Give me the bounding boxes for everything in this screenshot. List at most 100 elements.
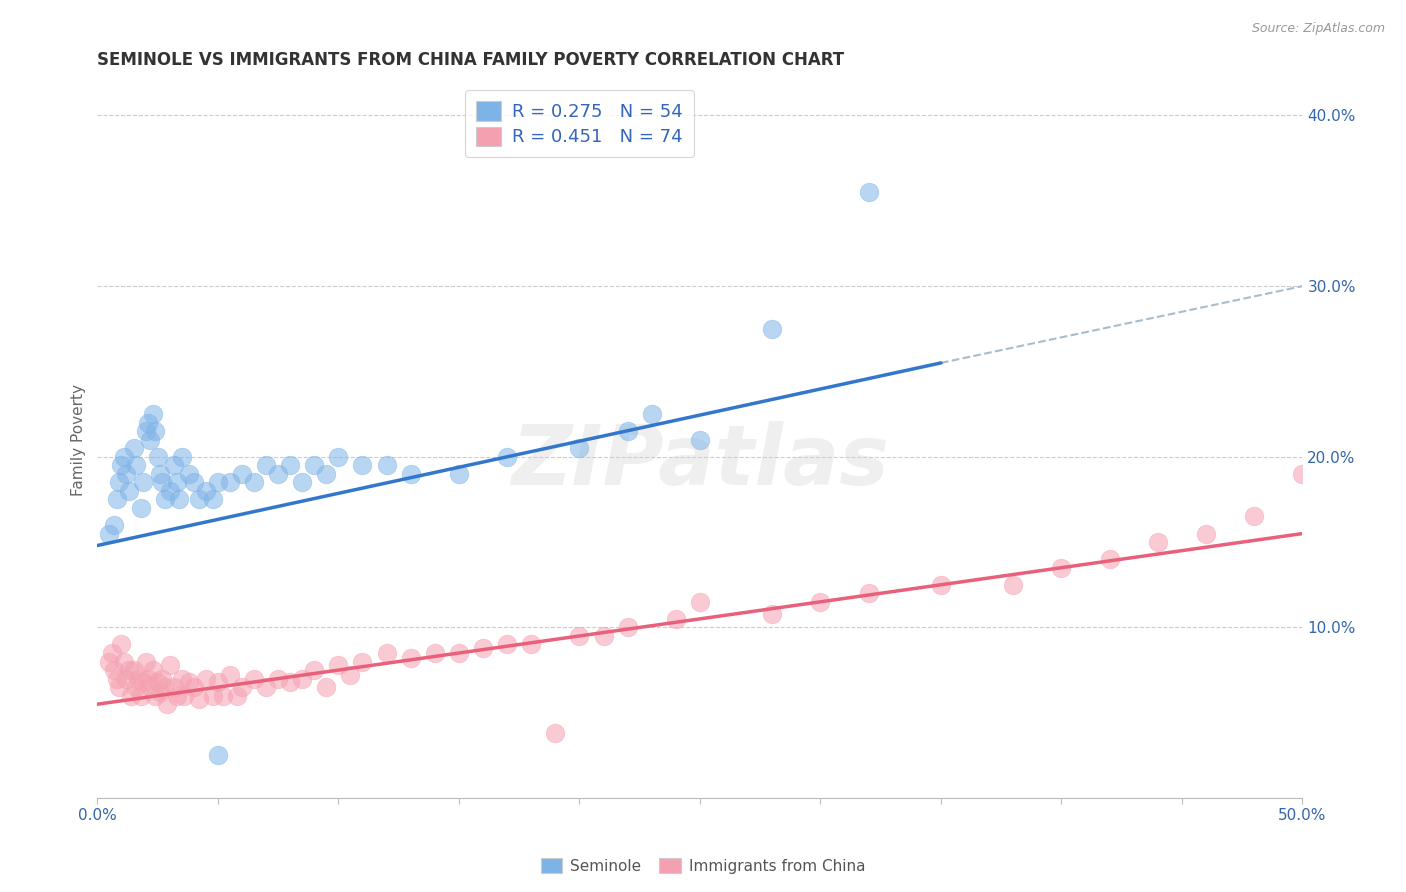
Point <box>142 407 165 421</box>
Point <box>110 638 132 652</box>
Point <box>278 458 301 473</box>
Point <box>423 646 446 660</box>
Text: Source: ZipAtlas.com: Source: ZipAtlas.com <box>1251 22 1385 36</box>
Point <box>226 689 249 703</box>
Point <box>472 640 495 655</box>
Point <box>139 433 162 447</box>
Point <box>352 655 374 669</box>
Point <box>1243 509 1265 524</box>
Point <box>110 458 132 473</box>
Point <box>125 458 148 473</box>
Point <box>315 467 337 481</box>
Point <box>120 689 142 703</box>
Point <box>520 638 543 652</box>
Point <box>183 680 205 694</box>
Point <box>118 663 141 677</box>
Point <box>202 689 225 703</box>
Point <box>152 672 174 686</box>
Point <box>127 672 149 686</box>
Point <box>115 672 138 686</box>
Point <box>858 186 880 200</box>
Point <box>207 748 229 763</box>
Point <box>156 697 179 711</box>
Point <box>616 424 638 438</box>
Point <box>689 595 711 609</box>
Point <box>592 629 614 643</box>
Point <box>254 458 277 473</box>
Point <box>163 458 186 473</box>
Point <box>761 322 783 336</box>
Point <box>291 475 314 490</box>
Text: ZIPatlas: ZIPatlas <box>510 421 889 501</box>
Point <box>399 651 422 665</box>
Point <box>267 467 290 481</box>
Point <box>231 680 253 694</box>
Point <box>375 458 398 473</box>
Point <box>375 646 398 660</box>
Point <box>103 663 125 677</box>
Point <box>115 467 138 481</box>
Point <box>219 475 242 490</box>
Point <box>243 475 266 490</box>
Point <box>1002 578 1025 592</box>
Point <box>166 689 188 703</box>
Point <box>101 646 124 660</box>
Point <box>219 668 242 682</box>
Point <box>328 450 350 464</box>
Point <box>163 680 186 694</box>
Point <box>129 500 152 515</box>
Point <box>132 475 155 490</box>
Point <box>304 458 326 473</box>
Point <box>146 450 169 464</box>
Legend: R = 0.275   N = 54, R = 0.451   N = 74: R = 0.275 N = 54, R = 0.451 N = 74 <box>465 90 693 157</box>
Point <box>170 672 193 686</box>
Point <box>135 424 157 438</box>
Point <box>125 680 148 694</box>
Point <box>616 620 638 634</box>
Point <box>211 689 233 703</box>
Point <box>315 680 337 694</box>
Point <box>665 612 688 626</box>
Point <box>132 675 155 690</box>
Point <box>231 467 253 481</box>
Point <box>183 475 205 490</box>
Point <box>761 607 783 621</box>
Point <box>278 675 301 690</box>
Point <box>149 467 172 481</box>
Point <box>143 689 166 703</box>
Point <box>98 526 121 541</box>
Point <box>202 492 225 507</box>
Point <box>112 655 135 669</box>
Point <box>1098 552 1121 566</box>
Point <box>267 672 290 686</box>
Point <box>339 668 361 682</box>
Point <box>1291 467 1313 481</box>
Point <box>153 680 176 694</box>
Point <box>810 595 832 609</box>
Point <box>496 450 519 464</box>
Point <box>291 672 314 686</box>
Point <box>112 450 135 464</box>
Point <box>1195 526 1218 541</box>
Point <box>98 655 121 669</box>
Point <box>146 675 169 690</box>
Point <box>108 475 131 490</box>
Point <box>166 475 188 490</box>
Point <box>122 663 145 677</box>
Point <box>1050 560 1073 574</box>
Point <box>496 638 519 652</box>
Point <box>689 433 711 447</box>
Point <box>641 407 664 421</box>
Point <box>136 672 159 686</box>
Point <box>170 450 193 464</box>
Point <box>187 692 209 706</box>
Point <box>352 458 374 473</box>
Point <box>105 492 128 507</box>
Point <box>139 680 162 694</box>
Point <box>142 663 165 677</box>
Point <box>103 518 125 533</box>
Point <box>169 492 191 507</box>
Point <box>152 475 174 490</box>
Point <box>544 726 567 740</box>
Point <box>194 672 217 686</box>
